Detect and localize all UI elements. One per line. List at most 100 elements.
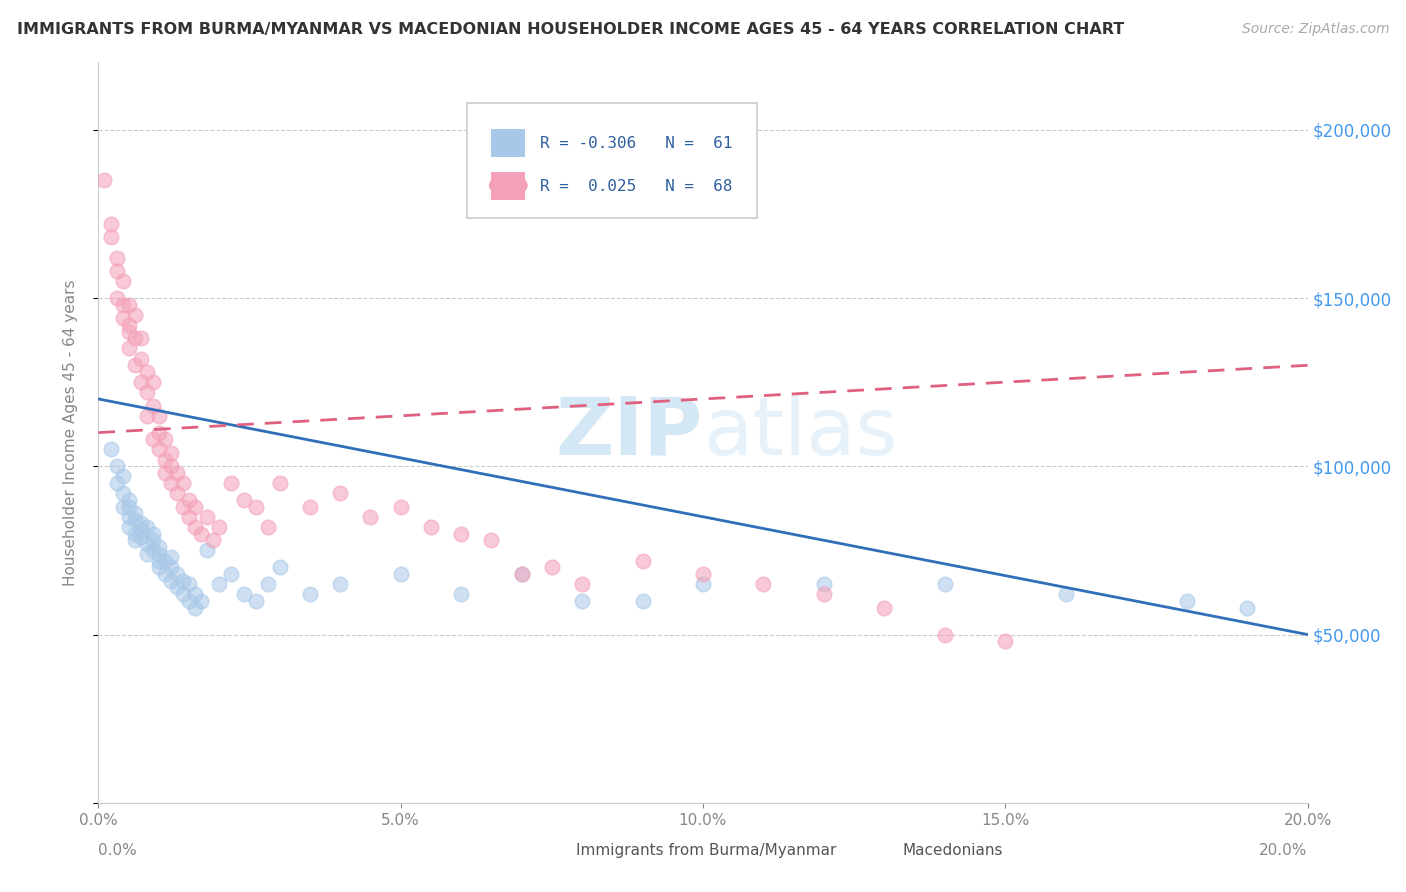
Point bbox=[510, 566, 533, 581]
FancyBboxPatch shape bbox=[492, 129, 526, 157]
Point bbox=[184, 520, 207, 534]
Point bbox=[232, 492, 254, 507]
Point bbox=[118, 325, 141, 339]
Point bbox=[118, 520, 141, 534]
Point bbox=[221, 566, 243, 581]
FancyBboxPatch shape bbox=[492, 172, 526, 200]
Point bbox=[148, 540, 170, 554]
Point bbox=[153, 466, 176, 480]
Point bbox=[135, 365, 157, 379]
Point bbox=[813, 587, 835, 601]
Point bbox=[135, 409, 157, 423]
Point bbox=[631, 553, 654, 567]
Point bbox=[184, 500, 207, 514]
Point bbox=[190, 526, 212, 541]
Point bbox=[631, 594, 654, 608]
Text: IMMIGRANTS FROM BURMA/MYANMAR VS MACEDONIAN HOUSEHOLDER INCOME AGES 45 - 64 YEAR: IMMIGRANTS FROM BURMA/MYANMAR VS MACEDON… bbox=[17, 22, 1125, 37]
Point bbox=[148, 442, 170, 457]
Point bbox=[166, 466, 188, 480]
Point bbox=[105, 291, 128, 305]
Point bbox=[105, 264, 128, 278]
Point bbox=[118, 509, 141, 524]
Point bbox=[179, 509, 201, 524]
Point bbox=[195, 543, 218, 558]
Point bbox=[111, 311, 134, 326]
Point bbox=[934, 577, 956, 591]
Point bbox=[118, 318, 141, 332]
Point bbox=[752, 577, 775, 591]
Point bbox=[142, 399, 165, 413]
Point bbox=[148, 425, 170, 440]
Point bbox=[129, 331, 152, 345]
Point bbox=[160, 476, 183, 491]
Point bbox=[142, 433, 165, 447]
Point bbox=[245, 500, 267, 514]
Point bbox=[184, 600, 207, 615]
FancyBboxPatch shape bbox=[860, 837, 894, 863]
Text: 20.0%: 20.0% bbox=[1260, 844, 1308, 858]
Point bbox=[124, 308, 146, 322]
Point bbox=[571, 577, 593, 591]
Point bbox=[153, 433, 176, 447]
Point bbox=[118, 298, 141, 312]
Point bbox=[256, 577, 278, 591]
Point bbox=[135, 536, 157, 550]
Point bbox=[148, 409, 170, 423]
Point bbox=[994, 634, 1017, 648]
FancyBboxPatch shape bbox=[534, 837, 568, 863]
Point bbox=[160, 459, 183, 474]
Point bbox=[118, 342, 141, 356]
Point bbox=[100, 230, 122, 244]
Point bbox=[166, 566, 188, 581]
Point bbox=[360, 509, 382, 524]
Point bbox=[118, 492, 141, 507]
Point bbox=[148, 560, 170, 574]
Point bbox=[129, 523, 152, 537]
Point bbox=[172, 500, 194, 514]
Point bbox=[269, 560, 291, 574]
Point bbox=[481, 533, 503, 548]
Point bbox=[179, 594, 201, 608]
Point bbox=[202, 533, 225, 548]
Point bbox=[269, 476, 291, 491]
Point bbox=[160, 560, 183, 574]
Point bbox=[540, 560, 562, 574]
Point bbox=[111, 469, 134, 483]
Point bbox=[135, 520, 157, 534]
Point bbox=[111, 298, 134, 312]
Point bbox=[129, 375, 152, 389]
Point bbox=[1236, 600, 1258, 615]
Point bbox=[124, 359, 146, 373]
Point bbox=[256, 520, 278, 534]
Text: R =  0.025   N =  68: R = 0.025 N = 68 bbox=[540, 178, 733, 194]
Point bbox=[100, 442, 122, 457]
Point bbox=[111, 274, 134, 288]
Point bbox=[142, 375, 165, 389]
Text: Macedonians: Macedonians bbox=[903, 844, 1002, 858]
Point bbox=[172, 476, 194, 491]
Point bbox=[934, 627, 956, 641]
Point bbox=[124, 533, 146, 548]
Point bbox=[221, 476, 243, 491]
Point bbox=[105, 459, 128, 474]
Point bbox=[129, 351, 152, 366]
Point bbox=[135, 547, 157, 561]
Point bbox=[105, 251, 128, 265]
Point bbox=[299, 587, 322, 601]
Point bbox=[148, 553, 170, 567]
Point bbox=[190, 594, 212, 608]
Point bbox=[166, 581, 188, 595]
Point bbox=[142, 526, 165, 541]
Point bbox=[329, 577, 352, 591]
Point bbox=[172, 574, 194, 588]
Point bbox=[208, 577, 231, 591]
Point bbox=[813, 577, 835, 591]
Point bbox=[184, 587, 207, 601]
Point bbox=[160, 574, 183, 588]
Point bbox=[135, 385, 157, 400]
Point bbox=[111, 500, 134, 514]
Point bbox=[389, 500, 412, 514]
Point bbox=[142, 543, 165, 558]
Point bbox=[124, 507, 146, 521]
Point bbox=[148, 547, 170, 561]
